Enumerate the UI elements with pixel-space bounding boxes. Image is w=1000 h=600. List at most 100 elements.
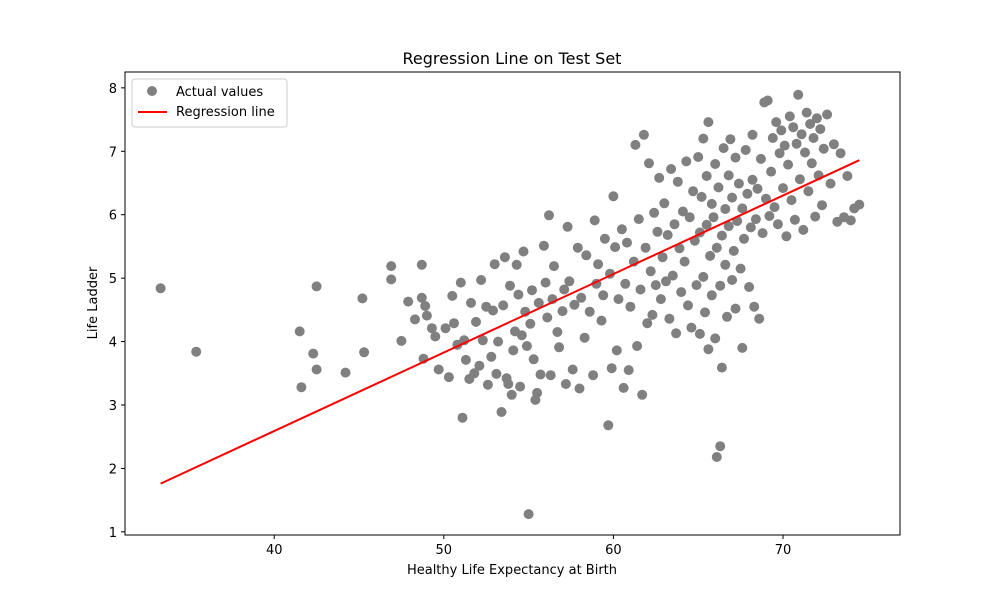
x-tick-label: 50 (436, 543, 453, 558)
data-point (752, 183, 763, 194)
data-point (825, 178, 836, 189)
y-axis-label: Life Ladder (86, 266, 101, 339)
data-point (645, 266, 656, 277)
data-point (359, 347, 370, 358)
data-point (527, 285, 537, 296)
data-point (482, 379, 493, 390)
data-point (403, 296, 414, 307)
data-point (679, 256, 690, 267)
data-point (572, 242, 583, 253)
data-point (657, 252, 668, 263)
data-point (713, 182, 724, 193)
data-point (357, 293, 368, 304)
data-point (715, 280, 726, 291)
data-point (701, 219, 712, 230)
y-tick-label: 5 (109, 272, 117, 287)
data-point (340, 367, 351, 378)
scatter-points (155, 89, 865, 520)
data-point (632, 341, 643, 351)
data-point (386, 274, 397, 285)
y-tick-label: 1 (109, 526, 117, 541)
data-point (694, 328, 705, 339)
data-point (471, 316, 481, 327)
y-tick-label: 8 (109, 82, 117, 97)
data-point (769, 202, 780, 213)
data-point (666, 164, 677, 174)
data-point (728, 245, 739, 256)
data-point (806, 158, 817, 169)
data-point (491, 368, 502, 379)
data-point (810, 211, 821, 222)
data-point (667, 270, 678, 281)
y-axis-ticks: 1 2 3 4 5 6 7 8 (109, 82, 125, 541)
data-point (698, 271, 709, 282)
data-point (554, 342, 565, 353)
data-point (469, 368, 480, 379)
x-tick-label: 70 (775, 543, 792, 558)
data-point (783, 159, 794, 170)
data-point (505, 280, 515, 291)
data-point (747, 174, 758, 185)
data-point (498, 300, 509, 311)
data-point (693, 152, 704, 162)
data-point (701, 171, 712, 181)
data-point (744, 282, 755, 292)
data-point (688, 186, 699, 197)
data-point (416, 292, 427, 303)
data-point (155, 283, 166, 294)
data-point (710, 159, 721, 169)
data-point (579, 332, 590, 343)
data-point (715, 441, 726, 452)
data-point (638, 129, 649, 140)
data-point (559, 284, 570, 295)
data-point (503, 379, 514, 389)
data-point (737, 203, 748, 214)
data-point (711, 452, 722, 462)
y-tick-label: 7 (109, 145, 117, 160)
data-point (396, 335, 407, 346)
data-point (800, 147, 810, 158)
data-point (779, 140, 790, 151)
data-point (544, 210, 554, 221)
data-point (642, 318, 653, 329)
data-point (532, 387, 543, 398)
data-point (598, 290, 609, 301)
data-point (654, 172, 665, 183)
data-point (433, 364, 444, 375)
data-point (661, 276, 671, 287)
data-point (745, 222, 756, 233)
data-point (633, 214, 644, 225)
data-point (613, 294, 624, 305)
data-point (521, 341, 532, 351)
data-point (706, 198, 717, 209)
data-point (710, 333, 721, 344)
data-point (725, 134, 736, 145)
data-point (516, 330, 527, 341)
data-point (684, 212, 695, 223)
chart-title: Regression Line on Test Set (403, 49, 622, 68)
data-point (584, 306, 595, 317)
data-point (540, 277, 551, 288)
data-point (742, 188, 753, 199)
data-point (723, 170, 734, 181)
data-point (828, 139, 839, 150)
data-point (476, 275, 487, 285)
data-point (443, 372, 454, 383)
data-point (430, 331, 441, 342)
x-axis-ticks: 40 50 60 70 (266, 535, 791, 558)
data-point (588, 370, 599, 381)
data-point (623, 365, 634, 376)
data-point (808, 133, 819, 143)
data-point (593, 259, 604, 270)
data-point (781, 231, 792, 242)
y-tick-label: 2 (109, 462, 117, 477)
data-point (730, 152, 741, 163)
data-point (703, 344, 714, 355)
data-point (794, 174, 805, 185)
regression-line (160, 159, 860, 485)
data-point (460, 354, 471, 365)
data-point (569, 299, 580, 310)
data-point (796, 129, 807, 140)
data-point (308, 348, 319, 359)
data-point (603, 420, 614, 431)
